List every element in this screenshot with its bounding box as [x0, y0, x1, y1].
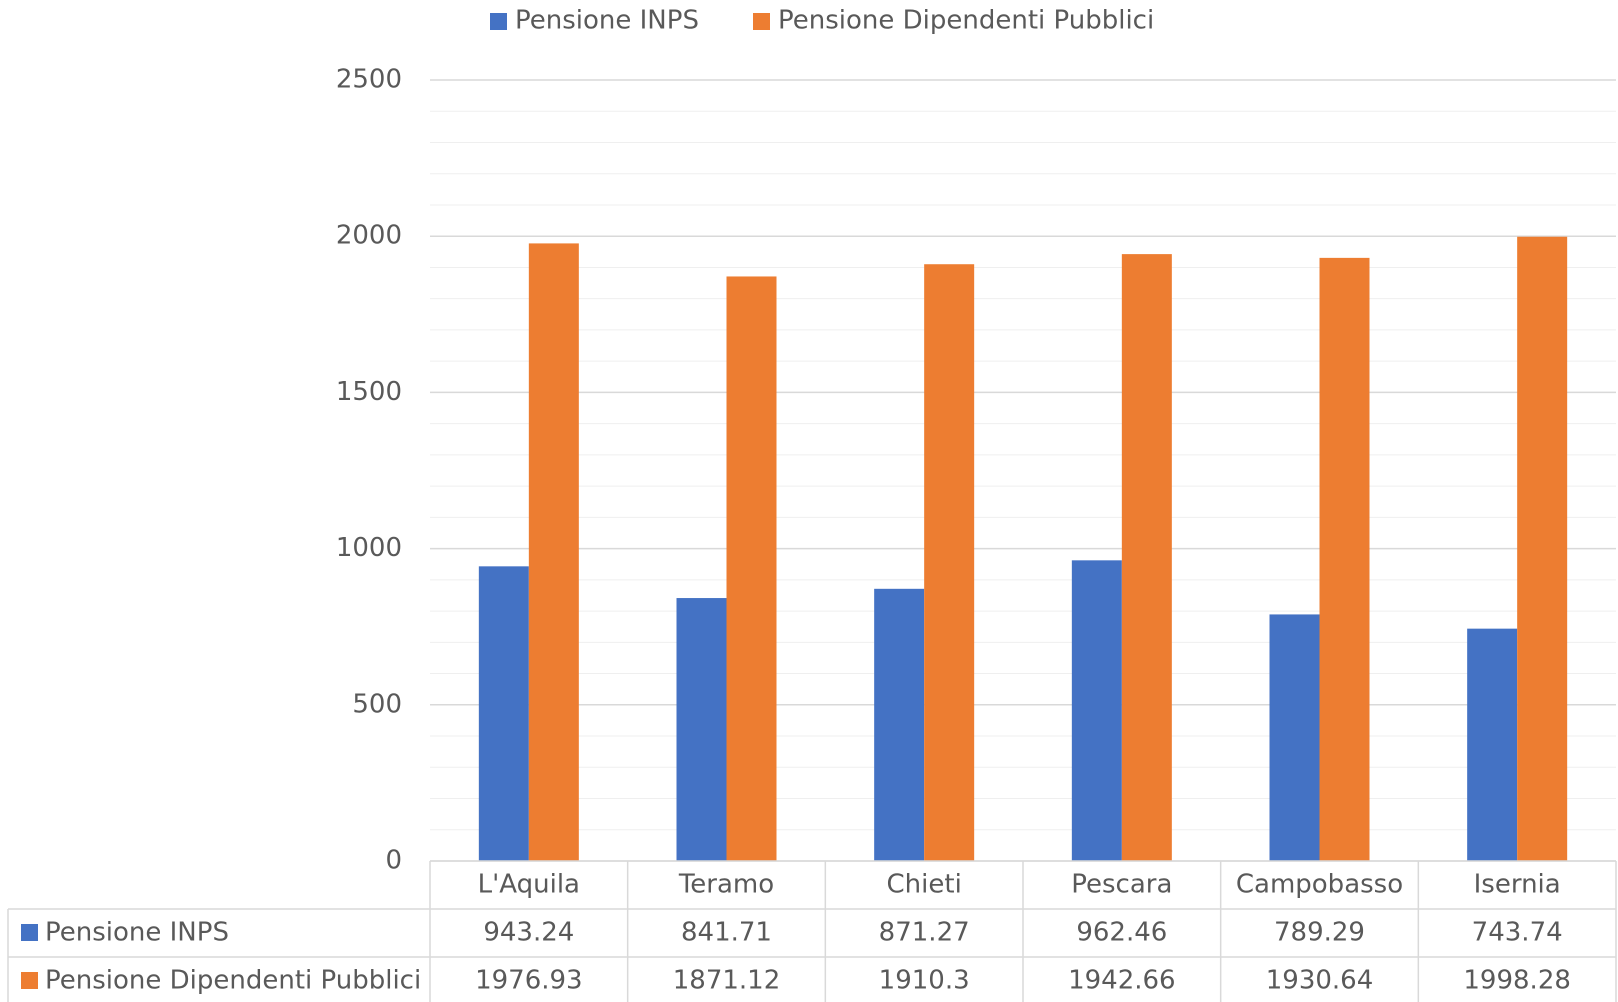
y-tick-label: 1000 — [336, 533, 402, 563]
bar — [1467, 628, 1518, 861]
x-tick-label: Campobasso — [1236, 870, 1403, 900]
table-value: 1871.12 — [673, 966, 781, 996]
table-value: 1910.3 — [879, 966, 970, 996]
bar — [676, 598, 727, 861]
x-tick-label: Pescara — [1071, 870, 1172, 900]
legend-swatch — [21, 972, 38, 989]
table-value: 1976.93 — [475, 966, 583, 996]
bar — [1517, 236, 1568, 862]
y-tick-label: 2000 — [336, 221, 402, 251]
table-value: 1930.64 — [1266, 966, 1374, 996]
y-tick-label: 2500 — [336, 65, 402, 95]
bar — [1121, 254, 1172, 861]
table-value: 841.71 — [681, 918, 772, 948]
table-value: 1998.28 — [1463, 966, 1571, 996]
bar — [726, 276, 777, 861]
bar — [874, 588, 925, 861]
table-value: 943.24 — [483, 918, 574, 948]
x-tick-label: Teramo — [678, 870, 774, 900]
legend-label: Pensione Dipendenti Pubblici — [778, 6, 1154, 36]
y-tick-label: 0 — [385, 846, 402, 876]
y-tick-label: 1500 — [336, 377, 402, 407]
bar — [478, 566, 529, 861]
row-label: Pensione INPS — [45, 918, 229, 948]
table-value: 1942.66 — [1068, 966, 1176, 996]
legend-swatch — [490, 13, 507, 30]
table-value: 743.74 — [1472, 918, 1563, 948]
legend-swatch — [753, 13, 770, 30]
legend-swatch — [21, 924, 38, 941]
bar — [1269, 614, 1320, 861]
bar — [1319, 257, 1370, 862]
legend-label: Pensione INPS — [515, 6, 699, 36]
x-tick-label: Isernia — [1474, 870, 1561, 900]
table-value: 871.27 — [879, 918, 970, 948]
bar — [1071, 560, 1122, 861]
bar — [528, 243, 579, 861]
row-label: Pensione Dipendenti Pubblici — [45, 966, 421, 996]
x-tick-label: L'Aquila — [478, 870, 580, 900]
table-value: 962.46 — [1076, 918, 1167, 948]
bar — [924, 264, 975, 861]
table-value: 789.29 — [1274, 918, 1365, 948]
y-tick-label: 500 — [352, 689, 402, 719]
x-tick-label: Chieti — [887, 870, 962, 900]
